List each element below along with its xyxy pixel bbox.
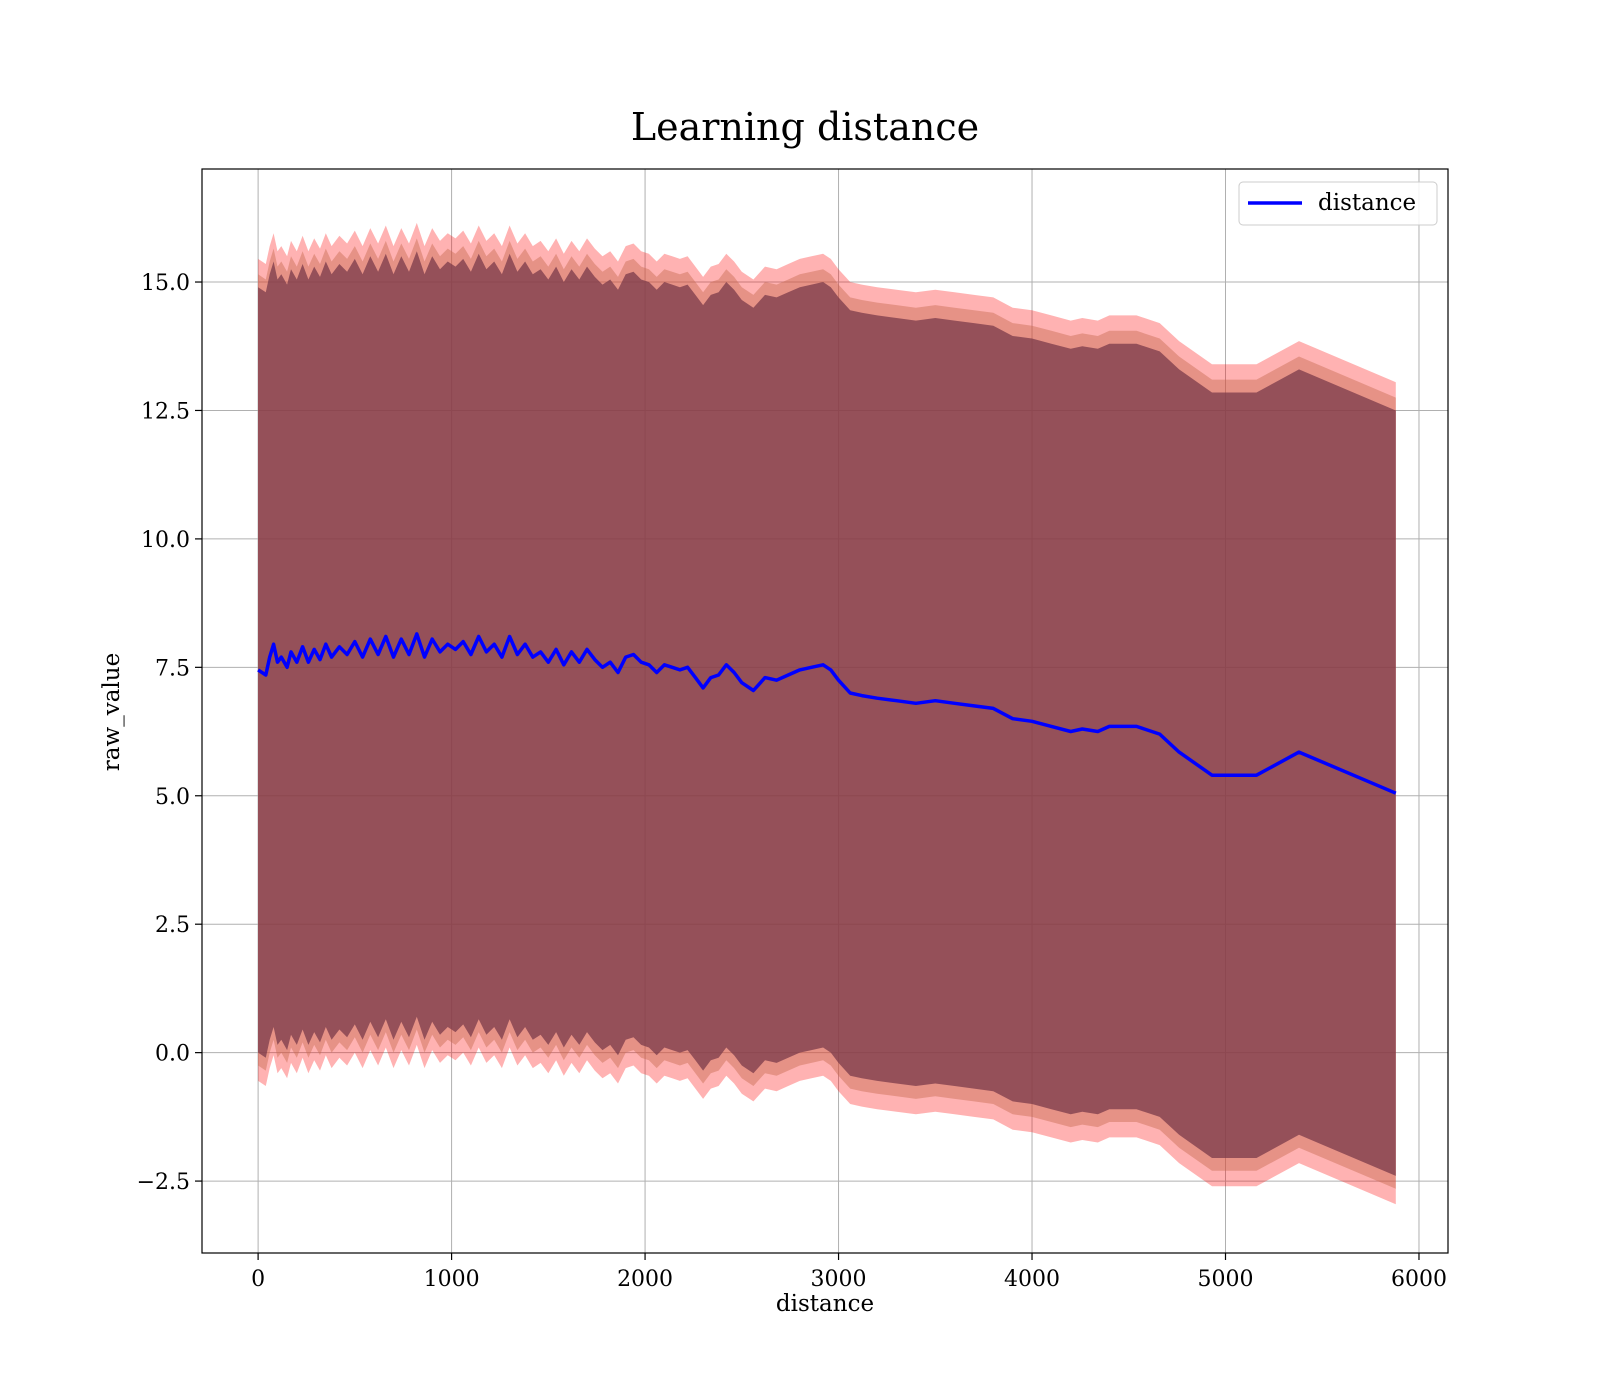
y-tick-label: 10.0 [141, 528, 190, 553]
x-tick-label: 4000 [1004, 1267, 1060, 1292]
legend-box [1238, 181, 1438, 226]
y-axis-ticks: −2.5 0.0 2.5 5.0 7.5 10.0 12.5 15.0 [137, 271, 202, 1195]
x-tick-label: 2000 [617, 1267, 673, 1292]
y-tick-label: −2.5 [137, 1170, 190, 1195]
x-axis-label: distance [776, 1291, 874, 1317]
y-tick-label: 12.5 [141, 399, 190, 424]
series-lines [257, 632, 1397, 795]
y-tick-label: 5.0 [155, 785, 190, 810]
chart-title: Learning distance [631, 105, 979, 149]
x-tick-label: 6000 [1391, 1267, 1447, 1292]
y-tick-label: 2.5 [155, 913, 190, 938]
x-axis-ticks: 0 1000 2000 3000 4000 5000 6000 [251, 1253, 1447, 1292]
y-axis-label: raw_value [99, 653, 125, 771]
y-tick-label: 15.0 [141, 271, 190, 296]
series-line-distance [257, 632, 1397, 795]
legend: distance [1238, 181, 1438, 226]
band-2 [258, 251, 1396, 1176]
confidence-bands [258, 222, 1396, 1205]
x-tick-label: 3000 [811, 1267, 867, 1292]
x-tick-label: 5000 [1198, 1267, 1254, 1292]
y-tick-label: 0.0 [155, 1042, 190, 1067]
x-tick-label: 1000 [424, 1267, 480, 1292]
x-tick-label: 0 [251, 1267, 265, 1292]
y-tick-label: 7.5 [155, 656, 190, 681]
legend-label-distance: distance [1318, 190, 1416, 216]
plot-frame [201, 168, 1449, 1254]
